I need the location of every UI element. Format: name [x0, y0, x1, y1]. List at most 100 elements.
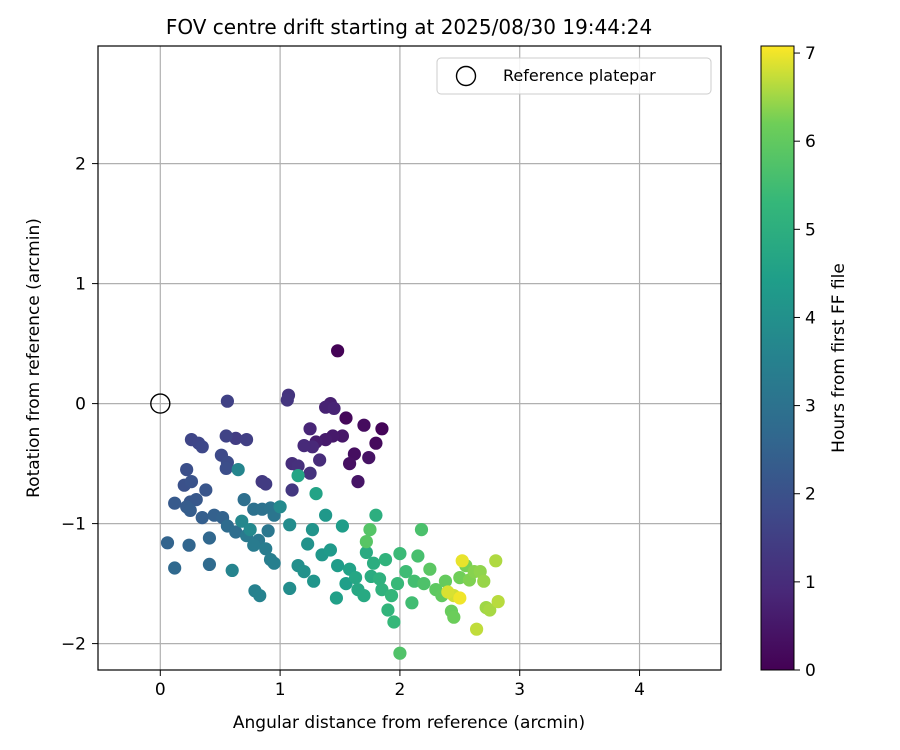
data-point [342, 457, 357, 471]
data-point [393, 646, 407, 660]
data-point [323, 543, 338, 557]
data-point [372, 572, 387, 586]
data-point [243, 523, 257, 537]
data-point [195, 510, 209, 525]
x-axis-label: Angular distance from reference (arcmin) [233, 713, 585, 733]
data-point [390, 577, 405, 591]
data-point [378, 553, 393, 567]
colorbar-tick-label: 6 [805, 132, 816, 152]
data-point [447, 610, 461, 624]
data-point [303, 422, 317, 436]
data-point [267, 556, 281, 570]
y-tick-label: −2 [61, 635, 86, 655]
data-point [307, 574, 321, 588]
x-axis-ticks: 0 1 2 3 4 [155, 670, 645, 700]
data-point [239, 433, 254, 447]
data-point [303, 466, 317, 480]
data-point [363, 523, 377, 537]
data-point [357, 418, 371, 432]
data-point [309, 487, 323, 501]
data-point [291, 459, 305, 473]
data-point [168, 561, 182, 575]
data-point [369, 508, 383, 522]
data-point [225, 563, 239, 578]
data-point [366, 556, 381, 570]
y-tick-label: −1 [61, 515, 86, 535]
data-point [357, 589, 371, 603]
data-point [291, 469, 305, 483]
reference-marker [150, 393, 171, 414]
data-point [441, 585, 455, 599]
colorbar-tick-label: 4 [805, 308, 816, 328]
data-point [362, 451, 376, 465]
data-point [335, 429, 350, 443]
data-point [247, 538, 261, 552]
data-point [399, 565, 413, 579]
y-tick-label: 2 [75, 155, 86, 175]
colorbar-tick-label: 5 [805, 220, 816, 240]
x-tick-label: 4 [634, 680, 645, 700]
y-tick-label: 1 [75, 275, 86, 295]
data-point [297, 439, 311, 453]
data-point [348, 571, 363, 585]
data-point [381, 603, 395, 617]
data-point [202, 557, 217, 572]
data-point [160, 536, 175, 550]
y-tick-label: 0 [75, 395, 86, 415]
x-tick-label: 3 [514, 680, 525, 700]
data-point [253, 589, 267, 603]
data-point [491, 595, 505, 609]
colorbar: 0 1 2 3 4 5 6 7 Hours from first FF file [760, 44, 849, 681]
data-point [414, 523, 429, 537]
data-point [297, 565, 311, 579]
data-point [184, 475, 199, 489]
data-point [331, 344, 345, 358]
y-axis-label: Rotation from reference (arcmin) [24, 218, 44, 498]
reference-point [150, 393, 171, 414]
x-tick-label: 2 [395, 680, 406, 700]
data-point [280, 393, 294, 407]
data-point [237, 493, 251, 507]
data-point [351, 475, 365, 489]
colorbar-tick-label: 7 [805, 44, 816, 64]
data-point [189, 493, 203, 507]
data-point [331, 559, 345, 573]
data-point [319, 508, 333, 522]
data-point [259, 542, 273, 556]
colorbar-label: Hours from first FF file [829, 263, 849, 453]
data-point [339, 577, 353, 591]
data-point [411, 549, 425, 563]
data-point [235, 514, 249, 528]
data-point [182, 538, 196, 552]
colorbar-tick-label: 0 [805, 661, 816, 681]
data-point [387, 615, 401, 629]
data-point [423, 562, 437, 576]
data-point [301, 537, 315, 551]
data-point [219, 429, 233, 443]
data-point [339, 411, 353, 425]
data-point [393, 547, 407, 561]
data-point [438, 574, 453, 588]
colorbar-tick-label: 3 [805, 397, 816, 417]
data-point [405, 596, 419, 610]
data-point [329, 591, 344, 605]
data-point [273, 500, 287, 514]
data-point [477, 574, 491, 588]
data-point [195, 440, 209, 454]
data-point [375, 422, 389, 436]
colorbar-tick-label: 2 [805, 485, 816, 505]
x-tick-label: 1 [275, 680, 286, 700]
legend-label: Reference platepar [503, 66, 656, 85]
y-axis-ticks: −2 −1 0 1 2 [61, 155, 98, 655]
colorbar-gradient [760, 45, 795, 671]
data-point [375, 583, 389, 597]
data-point [453, 591, 467, 605]
x-tick-label: 0 [155, 680, 166, 700]
data-point [283, 518, 297, 532]
data-point [455, 554, 469, 568]
data-point [183, 503, 197, 517]
colorbar-ticks: 0 1 2 3 4 5 6 7 [794, 44, 816, 681]
data-point [359, 535, 373, 549]
data-point [283, 581, 297, 596]
colorbar-tick-label: 1 [805, 573, 816, 593]
